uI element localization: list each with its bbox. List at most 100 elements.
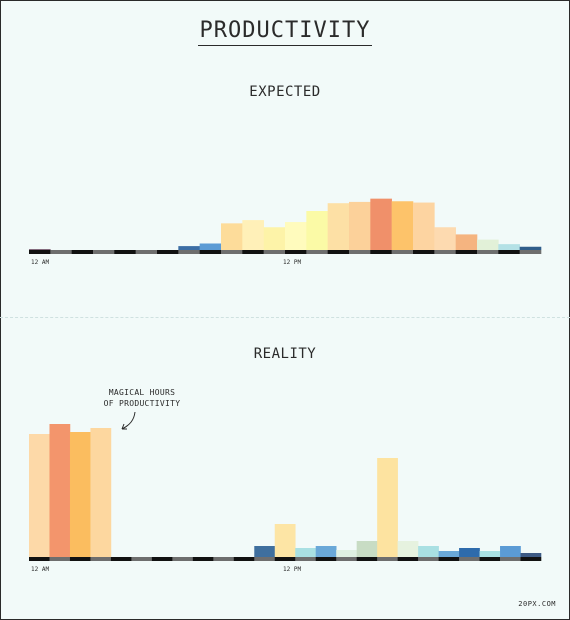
bar-20	[455, 234, 478, 250]
bar-20	[438, 551, 460, 557]
bar-22	[479, 551, 501, 557]
axis-segment-15	[349, 250, 371, 254]
axis-segment-6	[157, 250, 179, 254]
axis-segment-5	[131, 557, 153, 561]
axis-segment-7	[172, 557, 194, 561]
bar-15	[349, 201, 371, 250]
axis-segment-20	[455, 250, 478, 254]
bar-11	[263, 227, 286, 250]
bar-15	[336, 550, 357, 557]
axis-segment-12	[274, 557, 296, 561]
bar-1	[49, 424, 71, 557]
axis-segment-17	[391, 250, 414, 254]
bar-17	[377, 458, 398, 557]
bar-23	[519, 246, 542, 250]
axis-segment-22	[498, 250, 520, 254]
bar-18	[397, 541, 419, 557]
bar-12	[285, 222, 307, 250]
expected-chart-title: EXPECTED	[249, 84, 321, 100]
bar-11	[254, 546, 276, 557]
bar-23	[500, 546, 521, 557]
x-tick-label-0: 12 AM	[31, 259, 49, 266]
bar-14	[327, 203, 350, 250]
page-title: PRODUCTIVITY	[0, 18, 570, 46]
bar-9	[221, 223, 243, 250]
axis-segment-3	[93, 250, 115, 254]
axis-segment-9	[213, 557, 235, 561]
annotation-arrow-icon	[121, 411, 136, 430]
x-tick-label-1: 12 PM	[283, 566, 301, 573]
axis-segment-16	[370, 250, 392, 254]
axis-segment-15	[336, 557, 357, 561]
axis-segment-1	[49, 557, 71, 561]
bar-19	[434, 227, 456, 250]
axis-segment-18	[413, 250, 435, 254]
axis-segment-16	[356, 557, 378, 561]
axis-segment-14	[327, 250, 350, 254]
annotation-line-2: OF PRODUCTIVITY	[103, 399, 181, 408]
bar-21	[459, 548, 480, 557]
axis-segment-4	[114, 250, 136, 254]
bar-0	[29, 249, 51, 250]
annotation-line-1: MAGICAL HOURS	[108, 388, 176, 397]
bar-21	[477, 239, 499, 250]
bar-2	[69, 432, 91, 557]
axis-segment-8	[199, 250, 222, 254]
axis-segment-13	[295, 557, 317, 561]
axis-segment-13	[306, 250, 328, 254]
axis-segment-0	[29, 557, 50, 561]
expected-chart: 12 AM 12 PM	[29, 198, 542, 266]
bar-13	[295, 548, 317, 557]
bar-8	[199, 243, 222, 250]
axis-segment-2	[69, 557, 91, 561]
bar-10	[242, 220, 264, 250]
axis-segment-4	[110, 557, 132, 561]
x-tick-label-0: 12 AM	[31, 566, 49, 573]
bar-14	[315, 546, 337, 557]
bar-12	[274, 524, 296, 557]
axis-segment-8	[192, 557, 214, 561]
bar-0	[29, 434, 50, 557]
section-divider	[0, 317, 570, 318]
axis-segment-19	[418, 557, 439, 561]
axis-segment-23	[519, 250, 542, 254]
axis-segment-23	[500, 557, 521, 561]
bar-19	[418, 546, 439, 557]
bar-17	[391, 201, 414, 250]
axis-segment-2	[71, 250, 94, 254]
axis-segment-17	[377, 557, 398, 561]
bar-24	[520, 553, 542, 557]
axis-segment-21	[459, 557, 480, 561]
axis-segment-20	[438, 557, 460, 561]
reality-chart: 12 AM 12 PM	[29, 424, 542, 573]
magical-hours-annotation: MAGICAL HOURS OF PRODUCTIVITY	[92, 387, 192, 409]
axis-segment-1	[50, 250, 72, 254]
bar-16	[356, 541, 378, 557]
axis-segment-11	[254, 557, 276, 561]
axis-segment-11	[263, 250, 286, 254]
axis-segment-10	[233, 557, 255, 561]
axis-segment-6	[151, 557, 173, 561]
bar-22	[498, 244, 520, 250]
bar-3	[90, 428, 112, 557]
x-tick-label-1: 12 PM	[283, 259, 301, 266]
axis-segment-21	[477, 250, 499, 254]
axis-segment-7	[178, 250, 200, 254]
bar-7	[178, 246, 200, 250]
axis-segment-14	[315, 557, 337, 561]
credit-text: 20PX.COM	[518, 600, 556, 608]
axis-segment-12	[285, 250, 307, 254]
axis-segment-3	[90, 557, 112, 561]
axis-segment-22	[479, 557, 501, 561]
axis-segment-5	[135, 250, 158, 254]
bar-16	[370, 198, 392, 250]
axis-segment-10	[242, 250, 264, 254]
bar-18	[413, 202, 435, 250]
reality-chart-title: REALITY	[253, 346, 317, 362]
axis-segment-19	[434, 250, 456, 254]
axis-segment-18	[397, 557, 419, 561]
axis-segment-9	[221, 250, 243, 254]
axis-segment-0	[29, 250, 51, 254]
axis-segment-24	[520, 557, 542, 561]
bar-13	[306, 211, 328, 250]
